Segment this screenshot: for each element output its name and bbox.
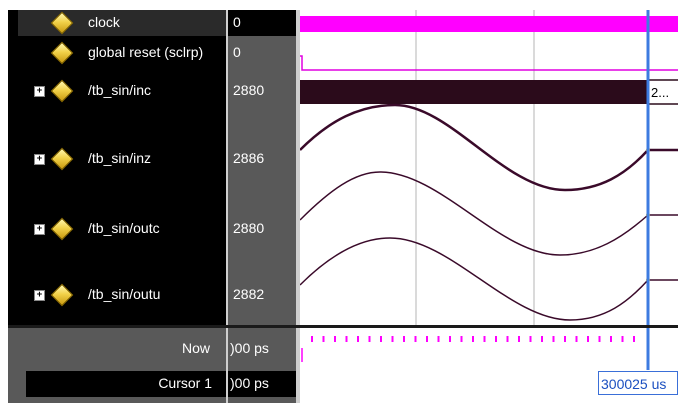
signal-names-pane: clock global reset (sclrp) + /tb_sin/inc… [8,10,226,325]
signal-row-outu[interactable]: + /tb_sin/outu [8,282,226,308]
inz-waveform [299,103,678,192]
signal-row-clock[interactable]: clock [8,10,226,36]
signal-value: 2886 [233,150,265,166]
cursor-value: )00 ps [230,375,269,391]
diamond-icon [50,217,74,241]
now-label: Now [181,340,210,356]
signal-name: /tb_sin/outu [88,286,161,302]
now-value: )00 ps [230,340,269,356]
expand-plus-icon[interactable]: + [34,290,45,301]
outu-waveform [299,237,678,321]
bus-value-label: 2... [651,85,669,100]
ruler-ticks [311,336,635,342]
reset-waveform [300,55,678,71]
waveform-pane[interactable]: 2... [299,10,678,325]
cursor-label: Cursor 1 [158,375,212,391]
signal-name: global reset (sclrp) [88,44,204,60]
signal-value: 0 [233,44,241,60]
clock-waveform [300,16,678,32]
outc-waveform [299,171,678,256]
expand-plus-icon[interactable]: + [34,224,45,235]
diamond-icon [50,283,74,307]
diamond-icon [50,41,74,65]
signal-name: /tb_sin/inz [88,150,152,166]
signal-row-reset[interactable]: global reset (sclrp) [8,36,226,66]
signal-row-inc[interactable]: + /tb_sin/inc [8,78,226,104]
diamond-icon [50,11,74,35]
expand-plus-icon[interactable]: + [34,154,45,165]
cursor-value-cell: )00 ps [228,371,296,397]
signal-value: 2880 [233,220,265,236]
signal-row-inz[interactable]: + /tb_sin/inz [8,146,226,172]
pane-divider[interactable] [8,325,678,328]
selected-value-highlight [228,10,296,36]
signal-value: 2882 [233,286,265,302]
cursor-time-box[interactable]: 300025 us [598,371,678,395]
signal-value: 2880 [233,82,265,98]
signal-row-outc[interactable]: + /tb_sin/outc [8,216,226,242]
inc-bus [300,80,648,104]
signal-name: /tb_sin/outc [88,220,160,236]
signal-name: clock [88,14,120,30]
column-divider[interactable] [296,10,300,403]
cursor-row[interactable]: Cursor 1 [26,371,226,397]
timeline-ruler-canvas [300,328,678,370]
diamond-icon [50,79,74,103]
wave-viewer: clock global reset (sclrp) + /tb_sin/inc… [8,10,678,403]
diamond-icon [50,147,74,171]
signal-value: 0 [233,14,241,30]
signal-name: /tb_sin/inc [88,82,152,98]
signal-values-pane: 0 0 2880 2886 2880 2882 [228,10,296,325]
timeline-values: )00 ps )00 ps [228,328,296,403]
column-divider[interactable] [226,10,228,403]
expand-plus-icon[interactable]: + [34,86,45,97]
waveform-canvas: 2... [299,10,678,325]
timeline-ruler[interactable]: 300025 us [300,328,678,403]
timeline-labels: Now Cursor 1 [8,328,226,403]
